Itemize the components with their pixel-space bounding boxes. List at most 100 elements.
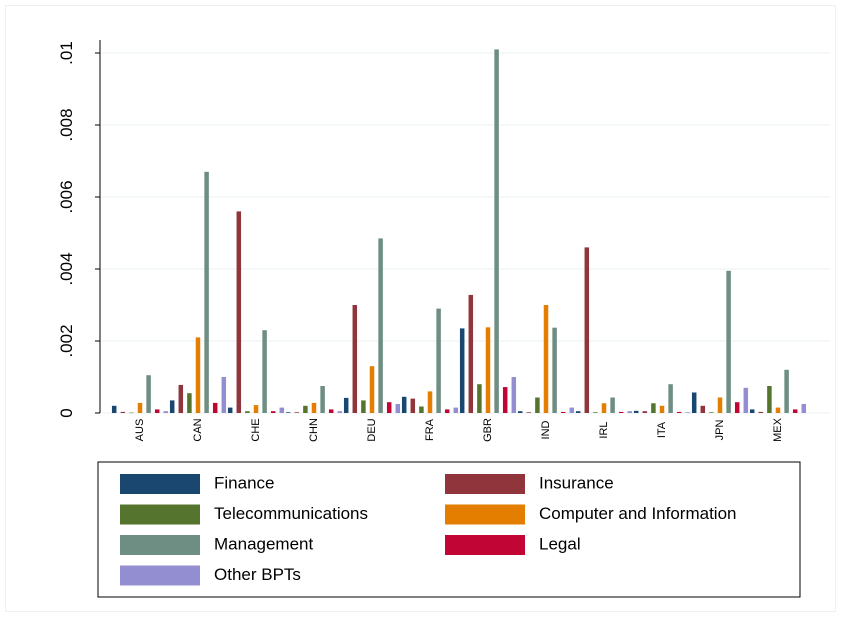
bar xyxy=(419,406,424,413)
bar xyxy=(575,411,581,413)
bar xyxy=(253,405,259,413)
legend-swatch xyxy=(120,504,200,525)
y-tick-label: .006 xyxy=(57,180,76,213)
bar xyxy=(685,412,691,413)
legend-swatch xyxy=(120,535,200,555)
x-tick-label: DEU xyxy=(366,418,378,441)
bar xyxy=(187,393,192,413)
bar xyxy=(111,405,117,413)
bar xyxy=(146,375,151,413)
bar xyxy=(543,305,549,413)
bar xyxy=(601,403,607,413)
legend-swatch xyxy=(120,474,200,494)
bar xyxy=(303,405,308,413)
bar xyxy=(784,369,789,413)
legend-label: Other BPTs xyxy=(214,565,301,584)
bar xyxy=(227,407,233,413)
bar xyxy=(285,412,291,413)
bar xyxy=(517,411,523,413)
bar xyxy=(668,384,673,413)
bar xyxy=(328,409,334,413)
legend-swatch xyxy=(445,474,525,494)
bar xyxy=(221,377,227,413)
bar xyxy=(610,397,615,413)
bar xyxy=(337,411,343,413)
bar xyxy=(311,402,317,413)
y-tick-label: .01 xyxy=(57,41,76,65)
y-tick-label: .004 xyxy=(57,252,76,285)
legend-label: Finance xyxy=(214,473,274,492)
x-tick-label: GBR xyxy=(482,418,494,442)
bar xyxy=(262,330,267,413)
bar xyxy=(569,407,575,413)
bar xyxy=(378,238,383,413)
legend-label: Computer and Information xyxy=(539,504,737,523)
bar xyxy=(154,409,160,413)
bar xyxy=(700,405,706,413)
bar xyxy=(436,308,441,413)
x-tick-label: JPN xyxy=(714,420,726,441)
bar xyxy=(758,411,764,413)
bar xyxy=(709,412,714,413)
bar xyxy=(369,366,375,413)
bar xyxy=(169,400,175,413)
bar xyxy=(352,305,358,413)
bar xyxy=(245,411,250,413)
bar xyxy=(427,391,433,413)
y-tick-label: .008 xyxy=(57,108,76,141)
bar xyxy=(767,386,772,413)
y-tick-label: 0 xyxy=(57,408,76,417)
x-tick-label: ITA xyxy=(656,421,668,438)
bar xyxy=(633,410,639,413)
legend-label: Legal xyxy=(539,534,581,553)
x-tick-label: IND xyxy=(540,420,552,439)
legend-label: Telecommunications xyxy=(214,504,368,523)
bar xyxy=(401,396,407,413)
bar xyxy=(734,402,740,413)
legend-label: Insurance xyxy=(539,473,614,492)
bar xyxy=(320,386,325,413)
bar xyxy=(163,411,169,413)
bar xyxy=(270,411,276,413)
y-tick-label: .002 xyxy=(57,324,76,357)
bar xyxy=(129,412,134,414)
bar xyxy=(459,328,465,413)
bar xyxy=(137,402,143,413)
legend-label: Management xyxy=(214,534,314,553)
x-tick-label: CHE xyxy=(250,418,262,441)
bar xyxy=(343,397,349,413)
bar xyxy=(444,409,450,413)
bar xyxy=(477,384,482,413)
x-tick-label: AUS xyxy=(134,419,146,442)
bar xyxy=(642,411,648,413)
bar xyxy=(651,403,656,413)
bar xyxy=(178,384,184,413)
bar xyxy=(584,247,590,413)
legend-swatch xyxy=(445,535,525,555)
bar xyxy=(212,402,218,413)
legend-swatch xyxy=(445,504,525,525)
x-tick-label: CHN xyxy=(308,418,320,442)
bar xyxy=(386,402,392,413)
bar xyxy=(535,397,540,413)
bar xyxy=(485,327,491,413)
bar xyxy=(361,400,366,413)
bar xyxy=(120,411,126,413)
bar xyxy=(749,409,755,413)
bar xyxy=(560,411,566,413)
bar xyxy=(195,337,201,413)
bar xyxy=(627,411,633,413)
bar xyxy=(453,407,459,413)
legend-swatch xyxy=(120,565,200,586)
bar xyxy=(792,409,798,413)
bar xyxy=(494,49,499,414)
bar xyxy=(552,327,557,413)
bar xyxy=(511,377,517,413)
bar xyxy=(717,397,723,413)
bar xyxy=(801,404,807,413)
bar xyxy=(775,407,781,413)
bar xyxy=(395,404,401,413)
x-tick-label: IRL xyxy=(598,421,610,438)
x-tick-label: MEX xyxy=(772,417,784,442)
